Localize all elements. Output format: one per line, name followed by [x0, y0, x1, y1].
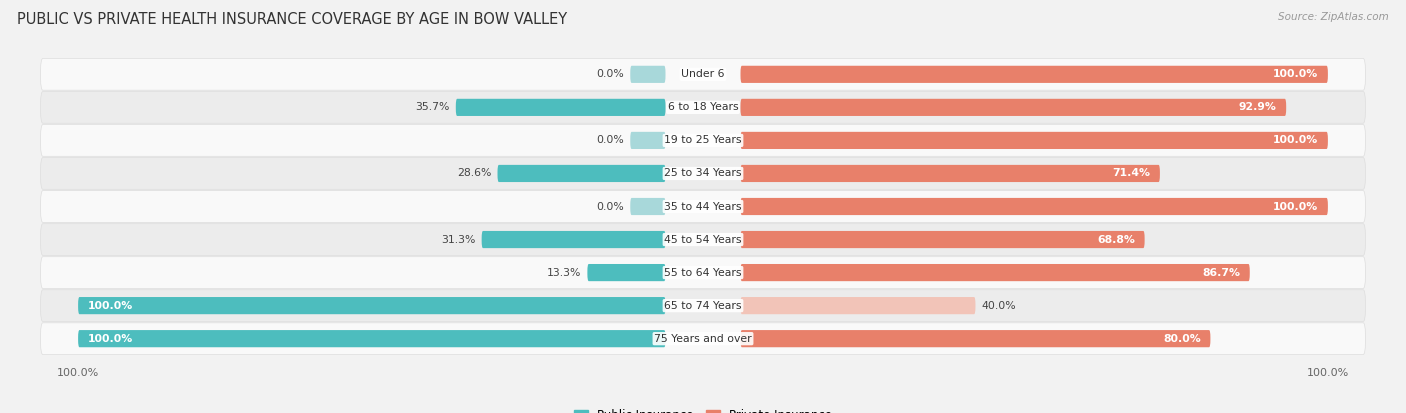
Text: 100.0%: 100.0%: [1274, 202, 1319, 211]
FancyBboxPatch shape: [741, 99, 1286, 116]
Text: 35 to 44 Years: 35 to 44 Years: [664, 202, 742, 211]
Text: 45 to 54 Years: 45 to 54 Years: [664, 235, 742, 244]
FancyBboxPatch shape: [41, 290, 1365, 321]
Text: 75 Years and over: 75 Years and over: [654, 334, 752, 344]
Text: 6 to 18 Years: 6 to 18 Years: [668, 102, 738, 112]
FancyBboxPatch shape: [741, 165, 1160, 182]
FancyBboxPatch shape: [41, 257, 1365, 288]
Text: 0.0%: 0.0%: [596, 202, 624, 211]
FancyBboxPatch shape: [741, 231, 1144, 248]
Text: 80.0%: 80.0%: [1163, 334, 1201, 344]
FancyBboxPatch shape: [741, 297, 976, 314]
FancyBboxPatch shape: [41, 92, 1365, 123]
FancyBboxPatch shape: [630, 66, 665, 83]
Text: PUBLIC VS PRIVATE HEALTH INSURANCE COVERAGE BY AGE IN BOW VALLEY: PUBLIC VS PRIVATE HEALTH INSURANCE COVER…: [17, 12, 567, 27]
Text: 100.0%: 100.0%: [1274, 69, 1319, 79]
FancyBboxPatch shape: [588, 264, 665, 281]
FancyBboxPatch shape: [456, 99, 665, 116]
Text: 35.7%: 35.7%: [415, 102, 450, 112]
FancyBboxPatch shape: [41, 125, 1365, 156]
Text: 68.8%: 68.8%: [1097, 235, 1135, 244]
Text: 19 to 25 Years: 19 to 25 Years: [664, 135, 742, 145]
Text: 100.0%: 100.0%: [1274, 135, 1319, 145]
Text: 28.6%: 28.6%: [457, 169, 491, 178]
FancyBboxPatch shape: [630, 132, 665, 149]
Text: 0.0%: 0.0%: [596, 69, 624, 79]
Text: 100.0%: 100.0%: [87, 334, 132, 344]
Text: 92.9%: 92.9%: [1239, 102, 1277, 112]
Text: Under 6: Under 6: [682, 69, 724, 79]
Text: 31.3%: 31.3%: [441, 235, 475, 244]
FancyBboxPatch shape: [482, 231, 665, 248]
FancyBboxPatch shape: [741, 264, 1250, 281]
FancyBboxPatch shape: [41, 59, 1365, 90]
FancyBboxPatch shape: [41, 323, 1365, 354]
Text: 71.4%: 71.4%: [1112, 169, 1150, 178]
Text: 100.0%: 100.0%: [87, 301, 132, 311]
FancyBboxPatch shape: [741, 198, 1327, 215]
FancyBboxPatch shape: [41, 224, 1365, 255]
Text: 25 to 34 Years: 25 to 34 Years: [664, 169, 742, 178]
FancyBboxPatch shape: [79, 330, 665, 347]
FancyBboxPatch shape: [741, 66, 1327, 83]
FancyBboxPatch shape: [41, 191, 1365, 222]
Text: 40.0%: 40.0%: [981, 301, 1017, 311]
Text: 55 to 64 Years: 55 to 64 Years: [664, 268, 742, 278]
FancyBboxPatch shape: [79, 297, 665, 314]
FancyBboxPatch shape: [630, 198, 665, 215]
Text: 13.3%: 13.3%: [547, 268, 581, 278]
FancyBboxPatch shape: [498, 165, 665, 182]
FancyBboxPatch shape: [41, 158, 1365, 189]
Text: 0.0%: 0.0%: [596, 135, 624, 145]
FancyBboxPatch shape: [741, 132, 1327, 149]
Text: 86.7%: 86.7%: [1202, 268, 1240, 278]
Text: Source: ZipAtlas.com: Source: ZipAtlas.com: [1278, 12, 1389, 22]
Text: 65 to 74 Years: 65 to 74 Years: [664, 301, 742, 311]
FancyBboxPatch shape: [741, 330, 1211, 347]
Legend: Public Insurance, Private Insurance: Public Insurance, Private Insurance: [569, 404, 837, 413]
